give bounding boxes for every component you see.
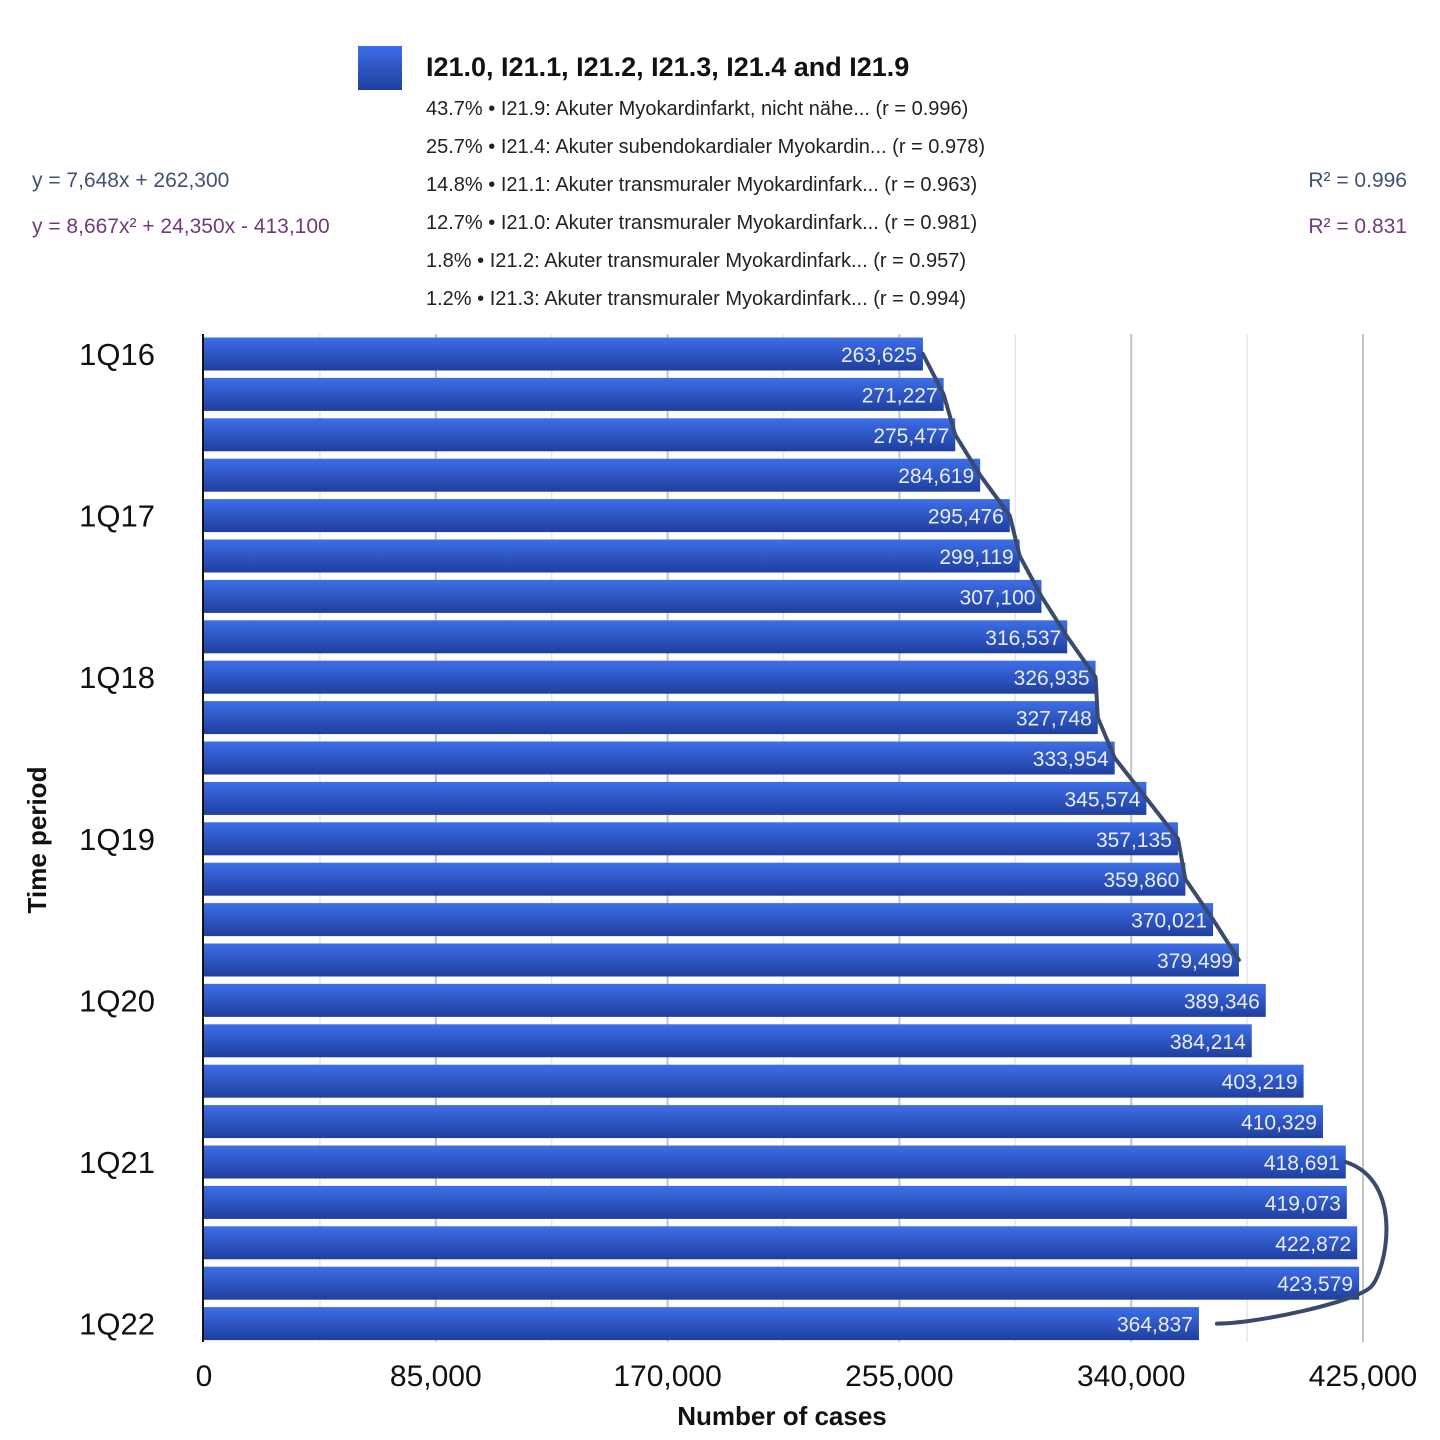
x-tick-label: 340,000	[1077, 1360, 1185, 1393]
bar-value-label: 389,346	[1184, 990, 1260, 1013]
bar-value-label: 357,135	[1096, 829, 1172, 852]
bar	[204, 458, 981, 492]
bar-value-label: 316,537	[985, 627, 1061, 650]
bar-value-label: 359,860	[1103, 869, 1179, 892]
quadratic-trend-r2: R² = 0.831	[1308, 215, 1407, 238]
legend-item: 1.8% • I21.2: Akuter transmuraler Myokar…	[426, 250, 967, 272]
linear-trend-r2: R² = 0.996	[1308, 169, 1407, 192]
bar-value-label: 423,579	[1277, 1273, 1353, 1296]
y-tick-label: 1Q19	[79, 822, 155, 857]
legend-item: 14.8% • I21.1: Akuter transmuraler Myoka…	[426, 174, 978, 196]
value-labels: 263,625 271,227 275,477 284,619 295,476 299,1…	[841, 344, 1353, 1337]
bar	[204, 1266, 1360, 1300]
bar	[204, 1064, 1304, 1098]
bar-value-label: 379,499	[1157, 950, 1233, 973]
x-axis-title: Number of cases	[677, 1401, 887, 1431]
bar	[204, 1024, 1252, 1058]
bar-value-label: 422,872	[1275, 1233, 1351, 1256]
bar	[204, 862, 1186, 896]
bar-value-label: 384,214	[1170, 1031, 1246, 1054]
y-tick-label: 1Q18	[79, 660, 155, 695]
bar	[204, 822, 1178, 856]
bar-value-label: 299,119	[939, 546, 1013, 569]
bar	[204, 418, 956, 452]
bar-value-label: 403,219	[1222, 1071, 1298, 1094]
bar-value-label: 364,837	[1117, 1314, 1193, 1337]
bar	[204, 539, 1020, 573]
y-tick-label: 1Q16	[79, 337, 155, 372]
y-tick-label: 1Q21	[79, 1145, 155, 1180]
bar-value-label: 307,100	[960, 586, 1036, 609]
bar-value-label: 345,574	[1064, 788, 1140, 811]
legend-item: 12.7% • I21.0: Akuter transmuraler Myoka…	[426, 212, 978, 234]
bar-value-label: 271,227	[862, 384, 938, 407]
x-tick-label: 425,000	[1309, 1360, 1417, 1393]
x-tick-label: 85,000	[390, 1360, 482, 1393]
bar-value-label: 295,476	[928, 506, 1004, 529]
bar	[204, 983, 1266, 1017]
y-tick-label: 1Q22	[79, 1307, 155, 1342]
bar	[204, 781, 1147, 815]
bar	[204, 499, 1010, 533]
bar	[204, 701, 1098, 735]
y-axis-title: Time period	[22, 767, 52, 914]
x-tick-label: 255,000	[845, 1360, 953, 1393]
bar	[204, 337, 923, 371]
bar-value-label: 410,329	[1241, 1112, 1317, 1135]
linear-trend-line	[920, 352, 1241, 962]
x-tick-label: 0	[196, 1360, 213, 1393]
bar-value-label: 284,619	[898, 465, 974, 488]
bar-value-label: 327,748	[1016, 708, 1092, 731]
quadratic-trend-equation: y = 8,667x² + 24,350x - 413,100	[32, 215, 330, 238]
legend-item: 1.2% • I21.3: Akuter transmuraler Myokar…	[426, 288, 967, 310]
bar-value-label: 263,625	[841, 344, 917, 367]
legend-item: 43.7% • I21.9: Akuter Myokardinfarkt, ni…	[426, 98, 969, 120]
bar-value-label: 419,073	[1265, 1192, 1341, 1215]
bar-value-label: 370,021	[1131, 910, 1207, 933]
bar-value-label: 333,954	[1033, 748, 1109, 771]
legend-item: 25.7% • I21.4: Akuter subendokardialer M…	[426, 136, 985, 158]
x-tick-label: 170,000	[613, 1360, 721, 1393]
bar	[204, 1105, 1323, 1139]
quadratic-trend-line	[1214, 1160, 1389, 1326]
y-tick-label: 1Q17	[79, 499, 155, 534]
legend-title: I21.0, I21.1, I21.2, I21.3, I21.4 and I2…	[426, 52, 910, 82]
bar	[204, 741, 1115, 775]
bar	[204, 660, 1096, 694]
linear-trend-equation: y = 7,648x + 262,300	[32, 169, 230, 192]
bar-value-label: 275,477	[873, 425, 949, 448]
bar	[204, 943, 1239, 977]
bar	[204, 579, 1042, 613]
legend-swatch	[358, 46, 402, 90]
bars	[204, 337, 1360, 1341]
bar-value-label: 326,935	[1014, 667, 1090, 690]
trend-lines	[920, 352, 1389, 1326]
bar-value-label: 418,691	[1264, 1152, 1340, 1175]
y-tick-label: 1Q20	[79, 983, 155, 1018]
bar	[204, 903, 1214, 937]
bar	[204, 1307, 1199, 1341]
bar	[204, 1145, 1346, 1179]
bar	[204, 620, 1068, 654]
bar	[204, 1226, 1358, 1260]
bar	[204, 1185, 1347, 1219]
axes: 0 85,000 170,000 255,000 340,000 425,000 1Q16 1…	[79, 334, 1417, 1393]
bar	[204, 377, 944, 411]
